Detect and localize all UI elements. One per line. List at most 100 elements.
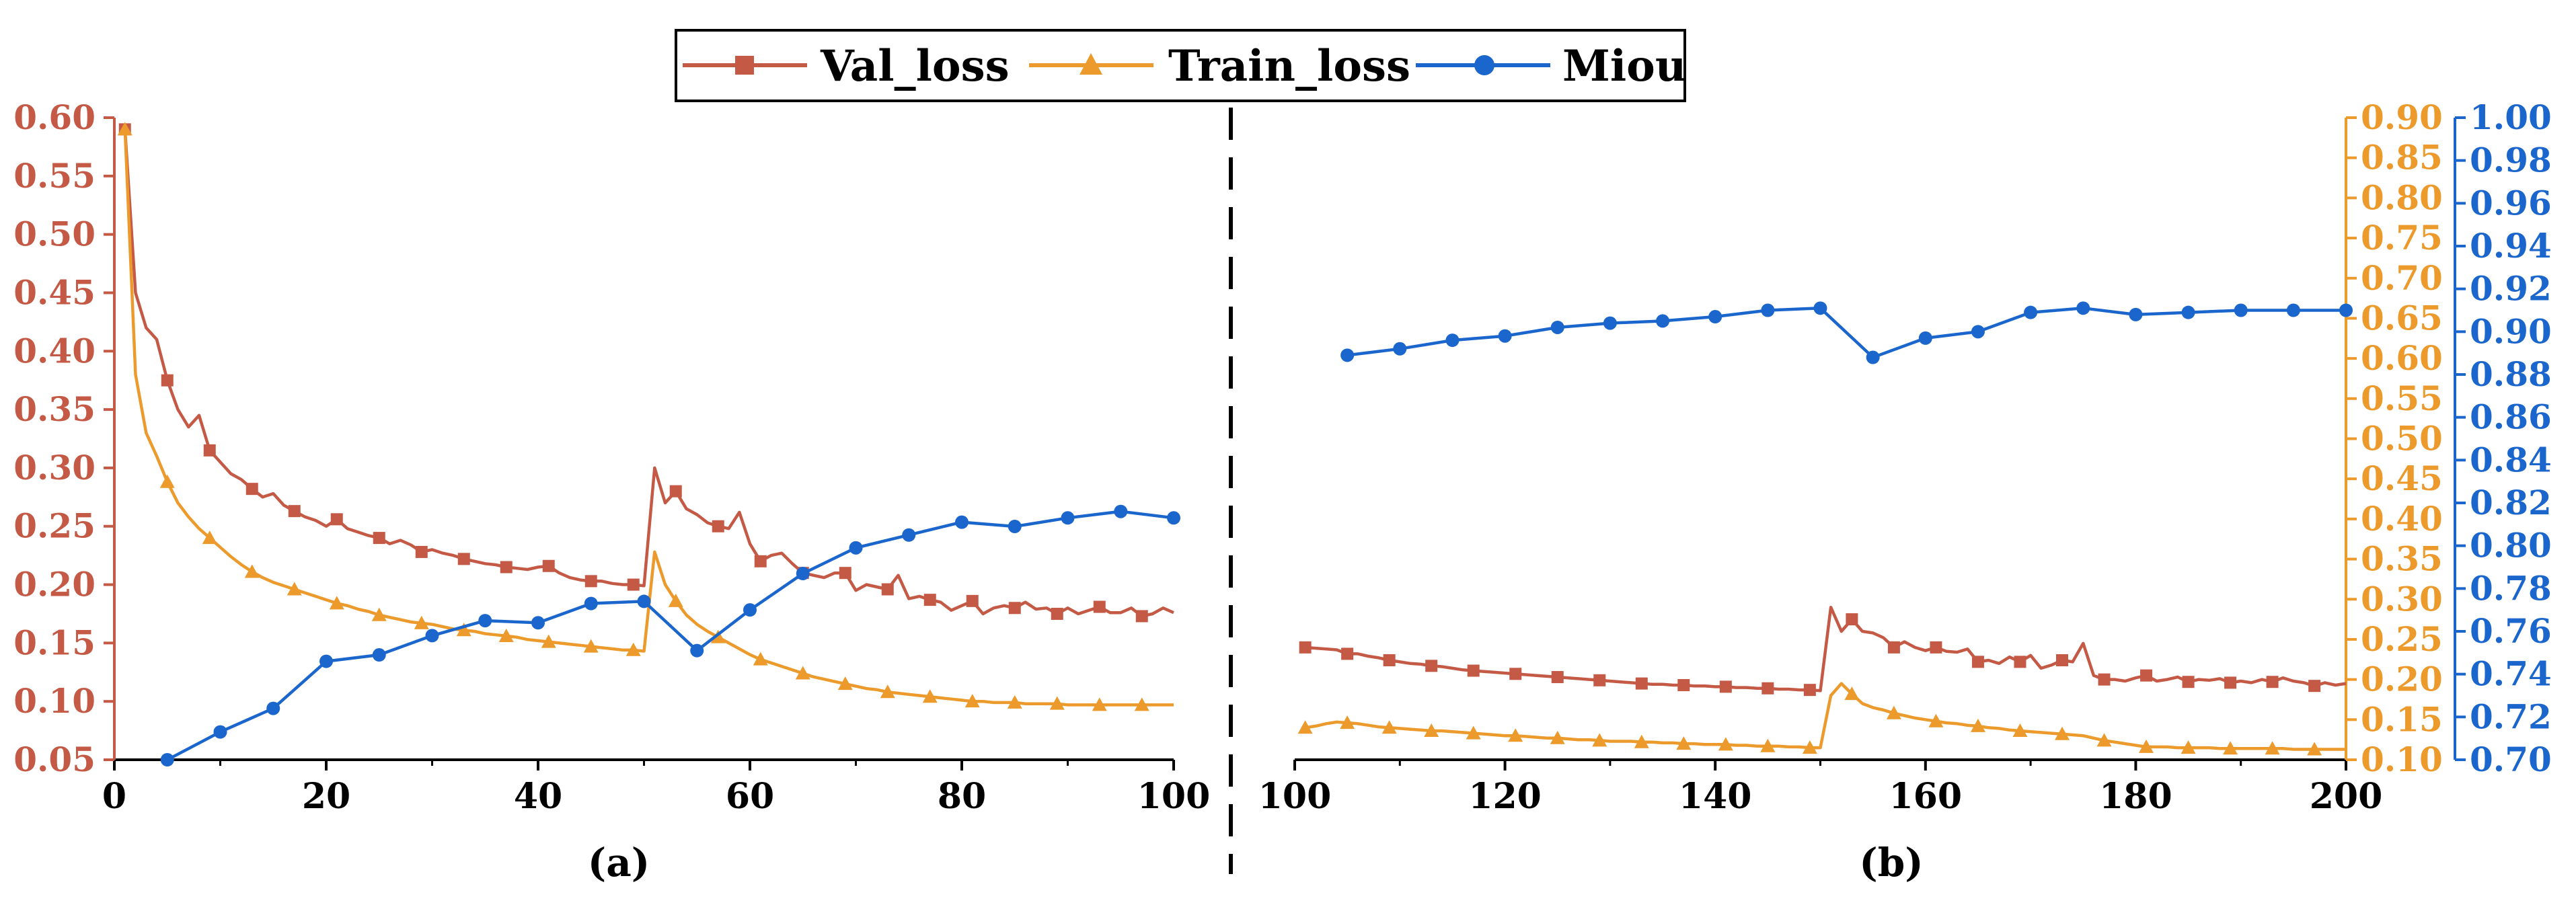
val-loss-point <box>457 553 470 565</box>
panel-b-x-tick-label: 160 <box>1889 776 1963 817</box>
panel-b-train-tick-label: 0.45 <box>2361 459 2443 498</box>
miou-point <box>1008 520 1022 534</box>
train-loss-point <box>1381 720 1397 734</box>
miou-point <box>1393 342 1407 356</box>
miou-point <box>902 528 916 542</box>
val-loss-point <box>966 594 979 607</box>
val-loss-point <box>415 545 428 558</box>
train-loss-point <box>1092 697 1107 711</box>
panel-b-x-tick-label: 200 <box>2310 776 2383 817</box>
panel-a-label: (a) <box>588 840 650 885</box>
val-loss-point <box>1887 641 1900 654</box>
val-loss-point <box>1425 660 1438 672</box>
panel-b-miou-tick-label: 0.82 <box>2470 483 2552 522</box>
train-loss-point <box>2012 723 2028 738</box>
val-loss-point <box>1971 656 1984 668</box>
miou-point <box>319 654 333 668</box>
miou-point <box>1445 333 1460 348</box>
panel-b-train-tick-label: 0.65 <box>2361 298 2443 338</box>
train-loss-point <box>1550 730 1565 744</box>
val-loss-point <box>881 583 894 596</box>
panel-b-miou-tick-label: 0.90 <box>2470 311 2552 351</box>
train-loss-point <box>1844 686 1860 701</box>
panel-b-x-tick-label: 100 <box>1258 776 1332 817</box>
val-loss-point <box>161 374 174 387</box>
panel-b-train-tick-label: 0.15 <box>2361 699 2443 739</box>
panel-a-y-tick-label: 0.55 <box>13 156 96 196</box>
train-loss-point <box>626 642 641 656</box>
panel-b-miou-tick-label: 0.94 <box>2470 226 2552 266</box>
train-loss-point <box>414 615 429 629</box>
train-loss-point <box>753 652 768 666</box>
panel-a-y-tick-label: 0.35 <box>13 389 96 429</box>
series-miou <box>160 504 1180 766</box>
miou-point <box>1061 511 1075 525</box>
val-loss-point <box>1341 647 1354 660</box>
panel-b-x-tick-label: 140 <box>1679 776 1752 817</box>
series-miou <box>1340 301 2353 364</box>
miou-line <box>1347 307 2346 359</box>
panel-b-label: (b) <box>1859 840 1923 885</box>
train-loss-point <box>922 689 938 703</box>
miou-point <box>1656 314 1670 328</box>
panel-b-series <box>1297 301 2353 756</box>
val-loss-point <box>1051 607 1063 620</box>
val-loss-point <box>2308 680 2321 693</box>
panel-a-axes: 0 20 40 60 80 100 0.05 0.10 0.15 0.20 0.25 0.30 0.35… <box>13 97 1210 817</box>
val-loss-point <box>330 513 343 526</box>
val-loss-point <box>584 575 597 588</box>
panel-b-miou-tick-label: 1.00 <box>2470 97 2552 137</box>
miou-point <box>796 567 810 581</box>
panel-b-miou-tick-label: 0.78 <box>2470 568 2552 608</box>
train-loss-point <box>1970 718 1985 732</box>
miou-point <box>1340 348 1355 362</box>
train-loss-point <box>287 582 302 596</box>
val-loss-point <box>542 559 555 572</box>
panel-a-y-tick-label: 0.50 <box>13 214 96 254</box>
panel-a-series <box>117 122 1180 766</box>
train-loss-point <box>2096 733 2112 747</box>
panel-b-train-tick-label: 0.70 <box>2361 258 2443 298</box>
miou-point <box>2234 303 2248 317</box>
val-loss-point <box>203 444 216 457</box>
miou-point <box>2129 307 2143 321</box>
train-loss-point <box>1508 728 1523 742</box>
panel-b-miou-tick-label: 0.88 <box>2470 354 2552 394</box>
val-loss-point <box>2014 656 2026 668</box>
panel-b-train-tick-label: 0.20 <box>2361 660 2443 699</box>
miou-point <box>213 725 227 739</box>
val-loss-point <box>2098 673 2111 686</box>
panel-b-miou-tick-label: 0.92 <box>2470 269 2552 309</box>
train-loss-point <box>1134 697 1149 711</box>
panel-a-x-tick-label: 100 <box>1137 776 1211 817</box>
train-loss-point <box>1928 713 1944 727</box>
panel-a-y-tick-label: 0.05 <box>13 740 96 779</box>
train-loss-point <box>2307 742 2322 756</box>
train-loss-point <box>371 607 387 621</box>
panel-b-train-tick-label: 0.35 <box>2361 539 2443 579</box>
miou-point <box>1498 329 1512 343</box>
panel-b-miou-tick-label: 0.74 <box>2470 654 2552 694</box>
panel-a-x-tick-label: 60 <box>726 776 774 817</box>
train-loss-point <box>159 474 175 488</box>
miou-line <box>166 510 1174 761</box>
train-loss-point <box>668 593 683 607</box>
legend-entry-train-loss: Train_loss <box>1029 41 1410 91</box>
val-loss-point <box>1135 610 1148 623</box>
legend-val-loss-label: Val_loss <box>820 41 1010 91</box>
train-loss-point <box>2054 726 2070 740</box>
train-loss-line <box>1305 682 2346 751</box>
train-loss-point <box>1340 715 1355 729</box>
miou-point <box>849 541 863 555</box>
val-loss-point <box>1930 641 1942 654</box>
panel-a-x-tick-label: 20 <box>302 776 350 817</box>
train-loss-point <box>329 596 344 610</box>
panel-b-train-tick-label: 0.25 <box>2361 619 2443 659</box>
val-loss-point <box>288 505 301 518</box>
panel-b-miou-tick-label: 0.70 <box>2470 740 2552 779</box>
legend-val-loss-marker <box>735 56 754 75</box>
train-loss-point <box>202 530 217 545</box>
train-loss-point <box>1802 740 1817 754</box>
panel-a-x-tick-label: 40 <box>514 776 562 817</box>
val-loss-line <box>123 129 1174 618</box>
